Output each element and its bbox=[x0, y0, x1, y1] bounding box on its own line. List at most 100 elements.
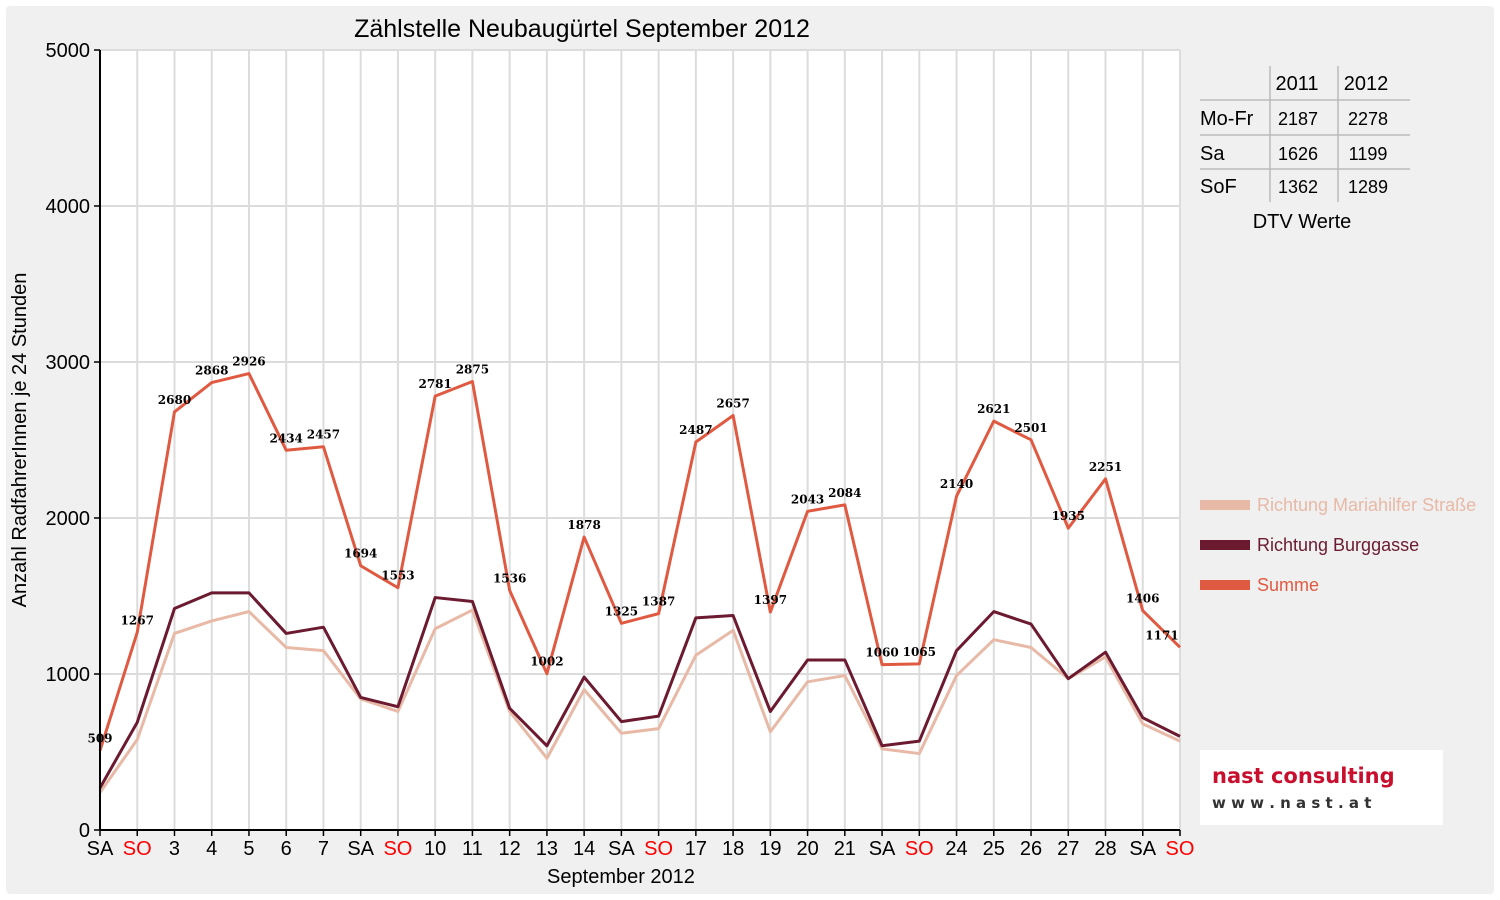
data-label: 1536 bbox=[493, 571, 526, 585]
table-row-label: SoF bbox=[1200, 176, 1237, 198]
table-col-header: 2012 bbox=[1344, 73, 1389, 95]
x-tick-label: 14 bbox=[573, 838, 595, 860]
x-tick-label: 10 bbox=[424, 838, 446, 860]
x-tick-label: 20 bbox=[796, 838, 818, 860]
series-lines bbox=[98, 372, 1182, 794]
logo-background bbox=[1200, 750, 1443, 825]
data-label: 1325 bbox=[605, 604, 638, 618]
data-label: 2434 bbox=[270, 431, 303, 445]
table-cell: 2278 bbox=[1348, 109, 1388, 129]
legend-label-burggasse: Richtung Burggasse bbox=[1257, 535, 1419, 555]
x-axis-label: September 2012 bbox=[547, 866, 695, 888]
x-tick-label: SO bbox=[383, 838, 412, 860]
data-label: 1171 bbox=[1145, 628, 1178, 642]
data-label: 1935 bbox=[1052, 509, 1085, 523]
chart-title: Zählstelle Neubaugürtel September 2012 bbox=[354, 15, 810, 43]
x-tick-label: SA bbox=[347, 838, 374, 860]
x-tick-label: SA bbox=[608, 838, 635, 860]
data-label: 2868 bbox=[195, 364, 228, 378]
data-label: 1878 bbox=[567, 518, 600, 532]
x-tick-label: 6 bbox=[281, 838, 292, 860]
table-cell: 2187 bbox=[1278, 109, 1318, 129]
y-tick-label: 1000 bbox=[46, 664, 91, 686]
data-label: 2084 bbox=[828, 486, 861, 500]
data-label: 2140 bbox=[940, 477, 973, 491]
y-tick-label: 4000 bbox=[46, 196, 91, 218]
logo-url: w w w . n a s t . a t bbox=[1212, 794, 1371, 812]
axes bbox=[94, 49, 1181, 836]
table-cell: 1199 bbox=[1349, 144, 1388, 164]
x-tick-label: SO bbox=[644, 838, 673, 860]
x-tick-label: 21 bbox=[834, 838, 856, 860]
x-tick-label: 25 bbox=[983, 838, 1005, 860]
table-row-label: Mo-Fr bbox=[1200, 108, 1254, 130]
nast-consulting-logo: nast consulting w w w . n a s t . a t bbox=[1200, 750, 1443, 825]
legend-label-mariahilfer: Richtung Mariahilfer Straße bbox=[1257, 495, 1476, 515]
data-label: 1553 bbox=[381, 569, 414, 583]
x-tick-label: 4 bbox=[206, 838, 217, 860]
table-caption: DTV Werte bbox=[1253, 211, 1352, 233]
x-tick-label: SO bbox=[123, 838, 152, 860]
data-label: 1060 bbox=[865, 646, 898, 660]
x-tick-label: 13 bbox=[536, 838, 558, 860]
x-tick-label: SO bbox=[1166, 838, 1195, 860]
data-label: 2875 bbox=[456, 363, 489, 377]
x-tick-label: 28 bbox=[1094, 838, 1116, 860]
legend-swatch-mariahilfer bbox=[1200, 500, 1250, 510]
data-label: 1694 bbox=[344, 547, 377, 561]
x-tick-label: 7 bbox=[318, 838, 329, 860]
x-tick-label: 24 bbox=[945, 838, 967, 860]
y-tick-label: 0 bbox=[79, 820, 90, 842]
x-tick-label: 11 bbox=[462, 838, 483, 860]
data-label: 1065 bbox=[903, 645, 936, 659]
x-tick-labels: SA SO 3 4 5 6 7 SA SO 10 11 12 13 14 SA SO 17 18 19 20 21 SA S… bbox=[87, 838, 1195, 860]
data-labels: 5091267268028682926243424571694155327812… bbox=[87, 355, 1178, 746]
table-cell: 1626 bbox=[1278, 144, 1318, 164]
data-label: 1267 bbox=[121, 613, 154, 627]
series-line-richtung-mariahilfer-stra-e bbox=[98, 608, 1181, 794]
y-tick-labels: 0 1000 2000 3000 4000 5000 bbox=[46, 40, 91, 842]
logo-name: nast consulting bbox=[1212, 764, 1395, 788]
data-label: 2487 bbox=[679, 423, 712, 437]
x-tick-label: 12 bbox=[499, 838, 521, 860]
y-tick-label: 5000 bbox=[46, 40, 91, 62]
data-label: 2457 bbox=[307, 428, 340, 442]
y-tick-label: 2000 bbox=[46, 508, 91, 530]
grid bbox=[100, 49, 1181, 830]
table-cell: 1362 bbox=[1278, 177, 1318, 197]
data-label: 2657 bbox=[716, 397, 749, 411]
x-tick-label: 18 bbox=[722, 838, 744, 860]
data-label: 2501 bbox=[1014, 421, 1047, 435]
x-tick-label: SA bbox=[869, 838, 896, 860]
data-label: 2926 bbox=[232, 355, 265, 369]
x-tick-label: SO bbox=[905, 838, 934, 860]
data-label: 2680 bbox=[158, 393, 191, 407]
x-tick-label: SA bbox=[87, 838, 114, 860]
x-tick-label: 17 bbox=[685, 838, 707, 860]
table-row-label: Sa bbox=[1200, 143, 1225, 165]
data-label: 2251 bbox=[1089, 460, 1122, 474]
x-tick-label: 26 bbox=[1020, 838, 1042, 860]
table-col-header: 2011 bbox=[1275, 73, 1318, 95]
y-tick-label: 3000 bbox=[46, 352, 91, 374]
data-label: 2043 bbox=[791, 492, 824, 506]
x-tick-label: 3 bbox=[169, 838, 180, 860]
data-label: 1406 bbox=[1126, 592, 1159, 606]
y-axis-label: Anzahl RadfahrerInnen je 24 Stunden bbox=[9, 273, 31, 608]
legend-label-summe: Summe bbox=[1257, 575, 1319, 595]
data-label: 2781 bbox=[418, 377, 451, 391]
series-line-summe bbox=[98, 372, 1182, 752]
data-label: 1387 bbox=[642, 595, 675, 609]
legend: Richtung Mariahilfer Straße Richtung Bur… bbox=[1200, 495, 1476, 595]
series-line-richtung-burggasse bbox=[98, 591, 1181, 789]
x-tick-label: 5 bbox=[243, 838, 254, 860]
legend-swatch-burggasse bbox=[1200, 540, 1250, 550]
x-tick-label: 19 bbox=[759, 838, 781, 860]
dtv-table: 2011 2012 Mo-Fr 2187 2278 Sa 1626 1199 S… bbox=[1200, 66, 1410, 233]
legend-swatch-summe bbox=[1200, 580, 1250, 590]
table-cell: 1289 bbox=[1348, 177, 1388, 197]
data-label: 1002 bbox=[530, 655, 563, 669]
data-label: 1397 bbox=[754, 593, 787, 607]
x-tick-label: SA bbox=[1129, 838, 1156, 860]
